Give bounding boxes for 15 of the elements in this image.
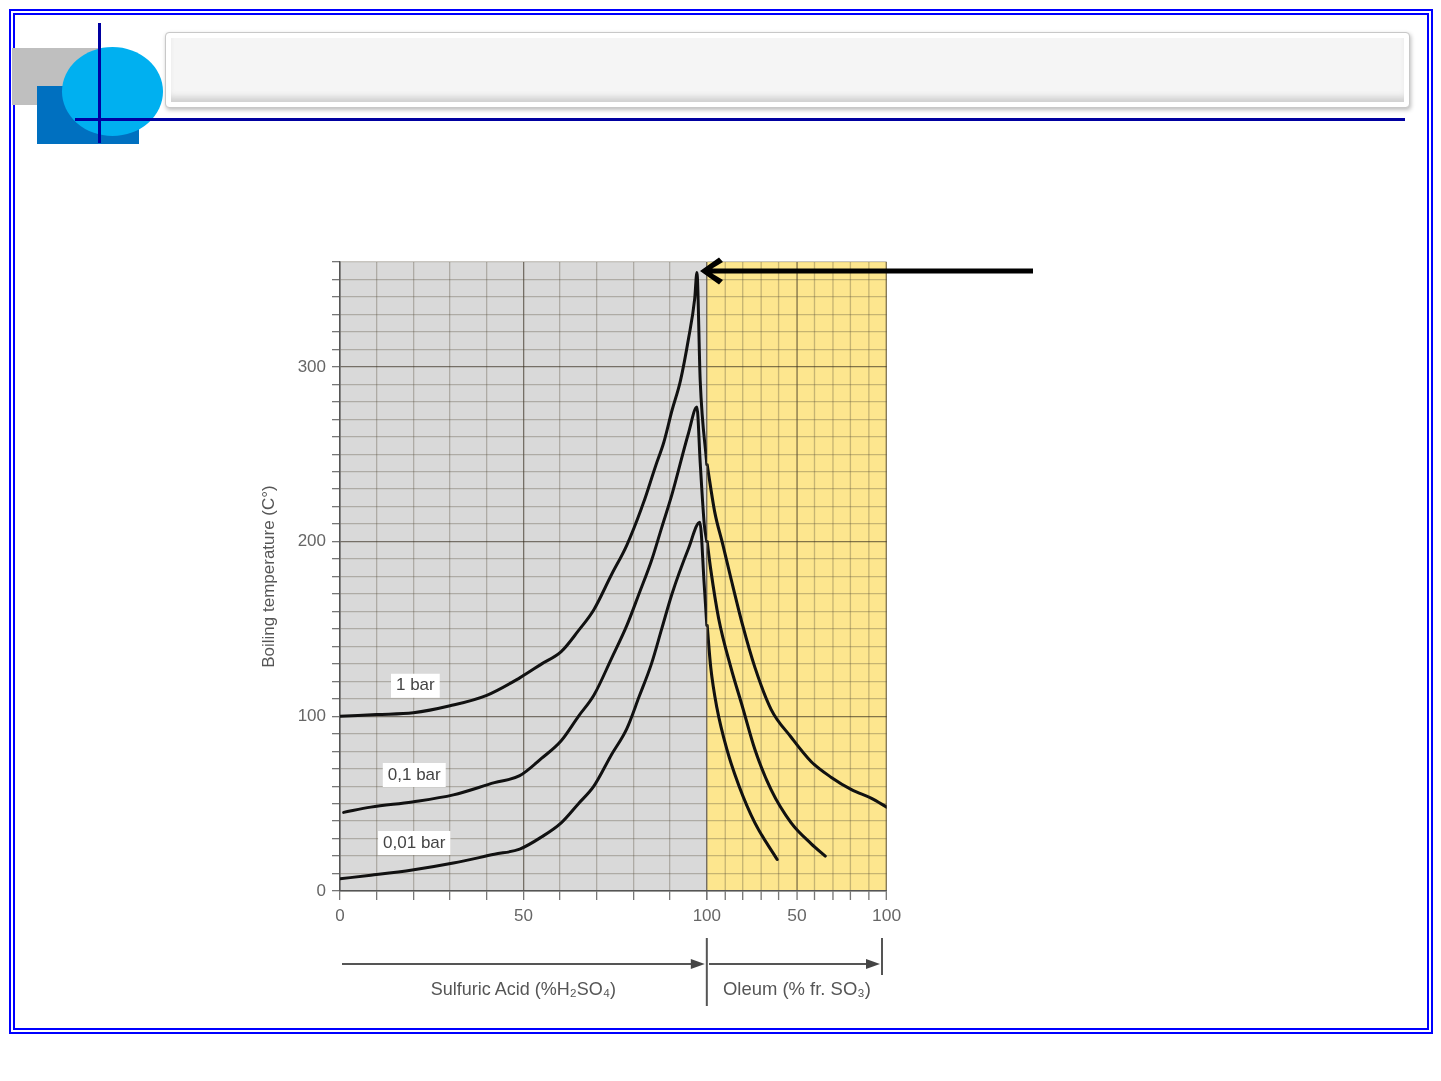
series-label: 0,1 bar	[387, 764, 442, 784]
x-tick-label: 100	[692, 905, 722, 925]
x-tick-label: 100	[872, 905, 902, 925]
x-tick-label: 50	[513, 905, 533, 925]
y-tick-label: 200	[297, 531, 326, 551]
y-tick-label: 0	[316, 880, 326, 900]
x-tick-label: 0	[335, 905, 345, 925]
series-label: 0,01 bar	[383, 832, 446, 852]
x-axis-title: Sulfuric Acid (%H₂SO₄)	[430, 979, 617, 1000]
y-tick-label: 300	[297, 356, 326, 376]
y-axis-title: Boiling temperature (C°)	[258, 485, 278, 668]
x-tick-label: 50	[787, 905, 807, 925]
y-tick-label: 100	[297, 705, 326, 725]
series-label: 1 bar	[395, 675, 436, 695]
x-axis-title: Oleum (% fr. SO₃)	[722, 978, 871, 1000]
